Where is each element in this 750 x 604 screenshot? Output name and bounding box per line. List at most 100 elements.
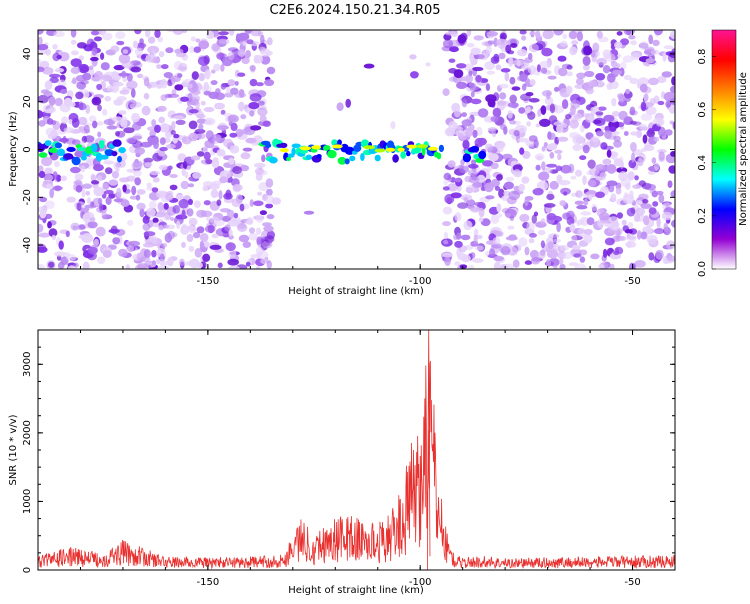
heatmap-cell	[240, 152, 251, 160]
heatmap-cell	[134, 30, 142, 35]
signal-cell	[374, 154, 381, 162]
heatmap-cell	[475, 75, 482, 83]
heatmap-cell	[111, 71, 119, 80]
heatmap-cell	[151, 260, 156, 266]
heatmap-cell	[466, 199, 476, 207]
heatmap-cell	[538, 171, 550, 181]
heatmap-cell	[203, 151, 211, 161]
heatmap-cell	[629, 77, 639, 85]
heatmap-cell	[199, 233, 209, 242]
heatmap-cell	[629, 106, 636, 116]
heatmap-cell	[621, 219, 627, 226]
heatmap-cell	[560, 187, 571, 195]
heatmap-cell	[491, 178, 500, 188]
heatmap-cell	[611, 111, 620, 117]
heatmap-cell	[70, 222, 80, 231]
heatmap-cell	[38, 206, 48, 213]
heatmap-cell	[94, 70, 104, 80]
heatmap-cell	[143, 231, 156, 237]
heatmap-cell	[640, 101, 647, 112]
heatmap-cell	[477, 108, 489, 118]
heatmap-cell	[66, 254, 76, 262]
heatmap-cell	[504, 208, 517, 219]
heatmap-cell	[52, 185, 63, 191]
heatmap-cell	[60, 89, 68, 94]
heatmap-cell	[213, 63, 221, 72]
heatmap-cell	[188, 109, 199, 114]
snr-x-axis: -150 -100 -50	[37, 330, 676, 588]
heatmap-cell	[227, 51, 235, 61]
heatmap-cell	[585, 87, 594, 95]
heatmap-cell	[163, 72, 173, 79]
heatmap-cell	[667, 180, 673, 188]
heatmap-cell	[464, 63, 475, 72]
heatmap-cell	[87, 246, 98, 255]
heatmap-cell	[177, 153, 187, 162]
heatmap-cell	[638, 193, 649, 200]
heatmap-cell	[526, 106, 531, 114]
heatmap-cell	[570, 105, 576, 116]
heatmap-cell	[493, 53, 500, 63]
heatmap-cell	[127, 219, 134, 226]
heatmap-cell	[466, 30, 472, 37]
signal-cell	[117, 155, 122, 163]
heatmap-cell	[91, 47, 98, 56]
heatmap-cell	[223, 192, 233, 200]
heatmap-cell	[664, 129, 673, 136]
heatmap-cell	[474, 201, 484, 207]
heatmap-cell	[257, 107, 268, 117]
heatmap-cell	[98, 203, 104, 212]
heatmap-cell	[154, 124, 161, 133]
heatmap-cell	[556, 222, 561, 233]
signal-cell	[265, 143, 272, 148]
heatmap-cell	[610, 193, 617, 202]
heatmap-cell	[648, 252, 655, 261]
heatmap-cell	[111, 170, 120, 179]
heatmap-cell	[134, 264, 147, 269]
heatmap-cell	[485, 195, 495, 200]
heatmap-cell	[266, 188, 273, 196]
heatmap-cell	[67, 265, 76, 269]
heatmap-cell	[180, 96, 189, 102]
heatmap-cell	[503, 263, 514, 269]
y-tick-label: 0	[22, 146, 33, 152]
heatmap-cell	[579, 155, 587, 161]
heatmap-cell	[196, 118, 207, 124]
heatmap-cell	[596, 57, 607, 66]
heatmap-cell	[100, 62, 110, 71]
heatmap-cell	[97, 104, 102, 112]
heatmap-cell	[233, 212, 239, 219]
heatmap-x-label: Height of straight line (km)	[288, 286, 424, 297]
heatmap-cell	[41, 156, 53, 167]
signal-cell	[268, 156, 278, 164]
heatmap-cell	[92, 164, 104, 172]
heatmap-cell	[485, 94, 497, 103]
heatmap-cell	[597, 106, 607, 111]
signal-peak	[299, 146, 312, 151]
heatmap-cell	[602, 158, 612, 165]
heatmap-cell	[211, 180, 222, 186]
heatmap-cell	[469, 85, 480, 91]
signal-cell	[392, 154, 399, 163]
x-tick-label: -150	[197, 577, 220, 588]
heatmap-cell	[228, 229, 233, 237]
heatmap-cell	[585, 113, 595, 124]
heatmap-cell	[549, 151, 555, 159]
heatmap-cell	[92, 120, 98, 129]
heatmap-cell	[469, 207, 482, 212]
heatmap-cell	[266, 260, 272, 269]
heatmap-cell	[456, 232, 462, 240]
heatmap-cell	[259, 210, 267, 216]
heatmap-cell	[81, 188, 86, 198]
heatmap-cell	[254, 54, 263, 64]
heatmap-cell	[106, 125, 118, 130]
heatmap-cell	[507, 110, 513, 119]
signal-cell	[48, 148, 59, 153]
signal-peak	[416, 144, 429, 149]
heatmap-cell	[87, 221, 98, 229]
heatmap-cell	[112, 81, 124, 87]
heatmap-cell	[165, 192, 174, 201]
heatmap-cell	[115, 31, 126, 40]
heatmap-cell	[588, 167, 600, 176]
signal-cell	[344, 158, 350, 165]
